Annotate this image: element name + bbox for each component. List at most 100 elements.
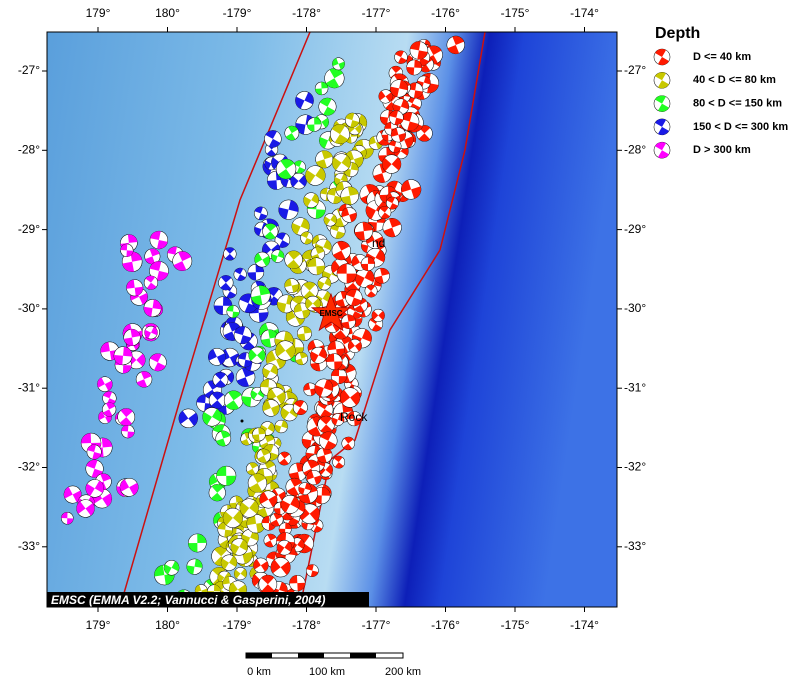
lon-label: -179° — [223, 618, 252, 632]
ball-quadrant — [331, 368, 347, 384]
ball-quadrant — [303, 382, 317, 396]
focal-mechanism — [223, 390, 244, 410]
focal-mechanism — [259, 490, 278, 509]
ball-quadrant — [123, 329, 141, 346]
focal-mechanism — [85, 459, 104, 478]
ball-quadrant — [271, 250, 284, 263]
lat-label: -28° — [18, 142, 40, 156]
focal-mechanism — [394, 50, 408, 64]
focal-mechanism — [323, 213, 337, 227]
focal-mechanism — [390, 79, 409, 98]
ball-quadrant — [378, 90, 393, 102]
ball-quadrant — [225, 390, 242, 410]
ball-quadrant — [119, 408, 133, 426]
focal-mechanism — [653, 141, 671, 159]
focal-mechanism — [247, 473, 268, 493]
ball-quadrant — [393, 99, 409, 115]
ball-quadrant — [284, 278, 299, 293]
ball-quadrant — [279, 451, 290, 466]
focal-mechanism — [284, 125, 300, 141]
lat-label: -30° — [624, 301, 646, 315]
focal-mechanism — [247, 263, 265, 281]
lon-label: -179° — [223, 6, 252, 20]
focal-mechanism — [123, 328, 141, 346]
ball-quadrant — [248, 349, 266, 362]
focal-mechanism — [250, 285, 271, 306]
ball-quadrant — [281, 496, 300, 513]
lat-label: -31° — [18, 380, 40, 394]
ball-quadrant — [186, 558, 203, 575]
ball-quadrant — [306, 470, 322, 485]
ball-quadrant — [374, 268, 390, 284]
focal-mechanism — [316, 447, 333, 464]
ball-quadrant — [278, 200, 299, 220]
ball-quadrant — [389, 110, 404, 125]
ball-quadrant — [220, 349, 240, 366]
focal-mechanism — [364, 284, 378, 298]
focal-mechanism — [307, 117, 322, 132]
lat-label: -27° — [18, 63, 40, 77]
lat-label: -33° — [18, 539, 40, 553]
ball-quadrant — [261, 516, 277, 531]
ball-quadrant — [238, 352, 253, 367]
focal-mechanism — [278, 522, 292, 536]
ball-quadrant — [76, 501, 95, 516]
lat-label: -29° — [18, 222, 40, 236]
focal-mechanism — [378, 205, 392, 219]
ball-quadrant — [234, 268, 246, 281]
ball-quadrant — [223, 322, 241, 341]
ball-quadrant — [293, 160, 305, 174]
focal-mechanism — [336, 263, 357, 284]
ball-quadrant — [221, 556, 237, 570]
ball-quadrant — [103, 391, 116, 406]
focal-mechanism — [218, 275, 234, 291]
lat-label: -30° — [18, 301, 40, 315]
focal-mechanism — [298, 482, 312, 496]
ball-quadrant — [418, 125, 431, 142]
focal-mechanism — [344, 112, 360, 128]
ball-quadrant — [271, 488, 286, 502]
ball-quadrant — [196, 394, 214, 412]
focal-mechanism — [275, 158, 297, 180]
ball-quadrant — [332, 58, 345, 70]
focal-mechanism — [354, 268, 375, 288]
map-area: nd Rock EMSC (EMMA V2.2; Vannucci & Gasp… — [47, 32, 617, 607]
ball-quadrant — [211, 391, 224, 409]
ball-quadrant — [85, 480, 104, 497]
ball-quadrant — [303, 193, 319, 207]
focal-mechanism — [264, 130, 282, 148]
place-label: nd — [372, 236, 385, 250]
focal-mechanism — [143, 275, 159, 290]
focal-mechanism — [292, 400, 308, 416]
place-label: Rock — [340, 410, 368, 424]
lon-label: 180° — [155, 6, 180, 20]
focal-mechanism — [390, 127, 406, 143]
focal-mechanism — [360, 256, 376, 271]
legend: Depth D <= 40 km 40 < D <= 80 km 80 < D <=… — [653, 25, 788, 159]
ball-quadrant — [305, 298, 321, 309]
focal-mechanism — [290, 172, 307, 190]
ball-quadrant — [290, 175, 307, 187]
ball-quadrant — [401, 180, 421, 199]
ball-quadrant — [64, 486, 82, 503]
ball-quadrant — [61, 512, 74, 525]
attribution-box — [47, 592, 369, 607]
focal-mechanism — [235, 367, 256, 387]
ball-quadrant — [369, 316, 382, 332]
focal-mechanism — [119, 477, 139, 497]
ball-quadrant — [247, 264, 264, 281]
ball-quadrant — [149, 261, 169, 281]
legend-label: D > 300 km — [693, 144, 751, 156]
ball-quadrant — [144, 326, 158, 339]
focal-mechanism — [262, 363, 279, 380]
ball-quadrant — [343, 437, 354, 450]
ball-quadrant — [276, 541, 292, 554]
focal-mechanism — [248, 346, 266, 364]
ball-quadrant — [120, 479, 139, 496]
focal-mechanism — [86, 444, 102, 460]
ball-quadrant — [217, 572, 231, 583]
ball-quadrant — [262, 400, 280, 416]
lon-label: -178° — [292, 618, 321, 632]
ball-quadrant — [331, 124, 349, 144]
